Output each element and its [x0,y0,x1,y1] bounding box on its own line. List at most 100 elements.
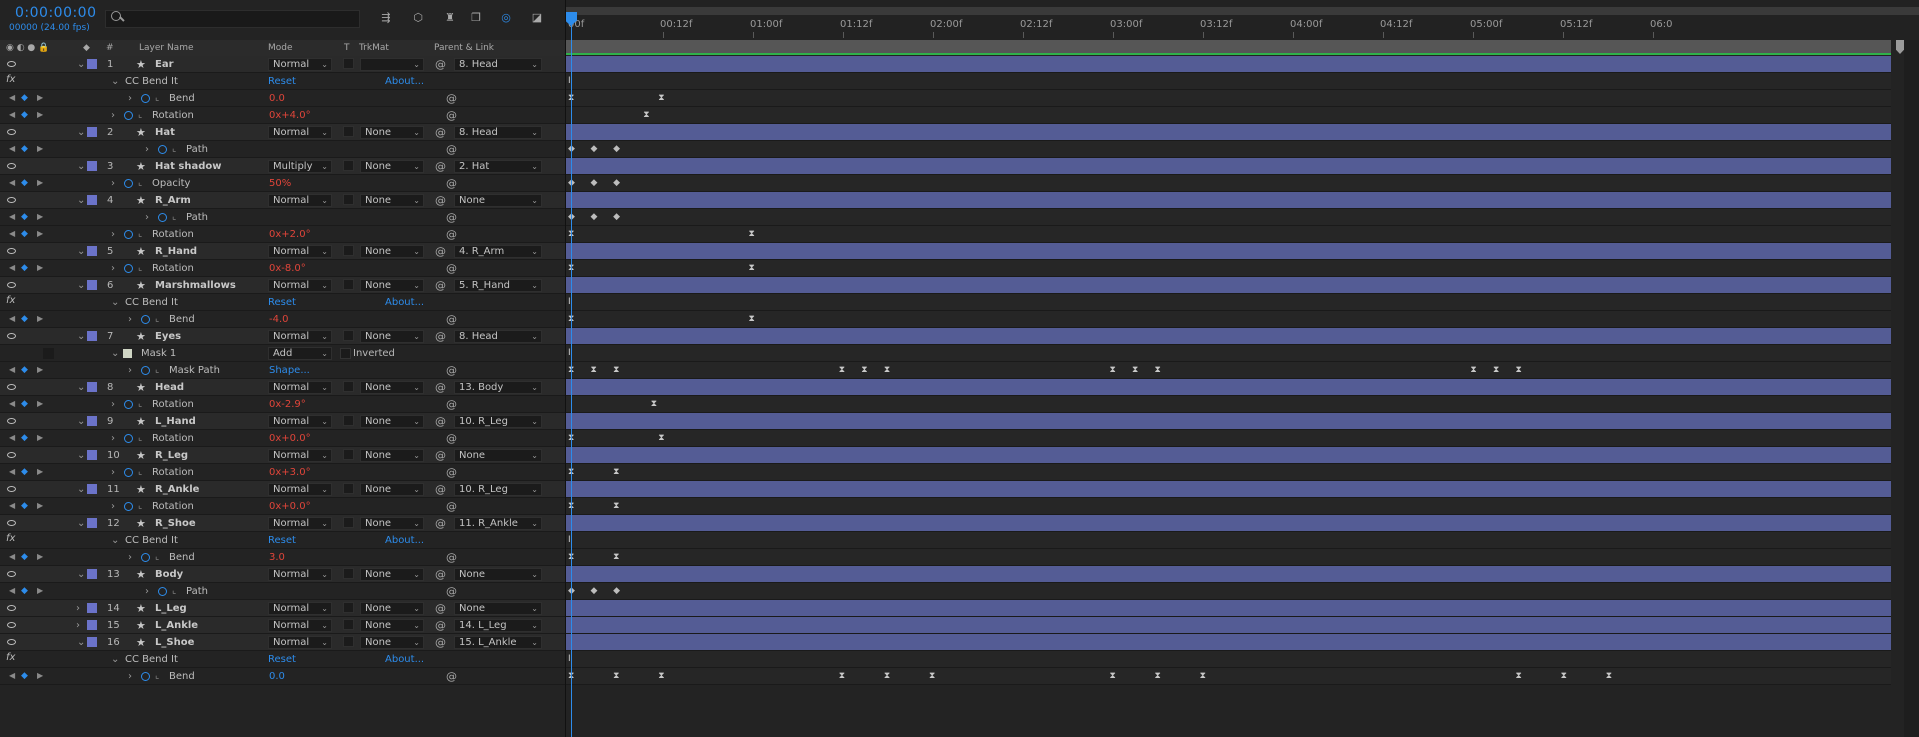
work-area-bar[interactable] [566,40,1891,53]
parent-pickwhip-icon[interactable]: @ [435,245,446,258]
layer-duration-bar[interactable] [566,566,1891,583]
stopwatch-icon[interactable] [141,553,150,562]
parent-dropdown[interactable]: None ⌄ [454,449,542,462]
layer-row[interactable]: ⌄ 6 ★ Marshmallows Normal ⌄ None ⌄ @5. R_Hand ⌄ [0,277,565,294]
trkmat-header[interactable]: TrkMat [359,43,389,53]
property-row[interactable]: ◀ ◆ ▶ › ⌞ Rotation 0x-2.9° @ [0,396,565,413]
property-value[interactable]: 0x+0.0° [269,501,311,512]
hold-keyframe-icon[interactable]: ⧗ [1492,365,1500,375]
hold-keyframe-icon[interactable]: ⧗ [658,93,665,103]
graph-toggle-icon[interactable]: ⌞ [138,399,143,409]
graph-toggle-icon[interactable]: ⌞ [172,212,177,222]
graph-toggle-icon[interactable]: ⌞ [155,671,160,681]
property-value[interactable]: 0x+2.0° [269,229,311,240]
visibility-eye-icon[interactable] [7,418,16,424]
stopwatch-icon[interactable] [124,502,133,511]
property-value[interactable]: 0x+0.0° [269,433,311,444]
effect-reset-link[interactable]: Reset [268,76,296,87]
visibility-eye-icon[interactable] [7,282,16,288]
effect-reset-link[interactable]: Reset [268,535,296,546]
add-keyframe-icon[interactable]: ◆ [21,365,28,375]
add-keyframe-icon[interactable]: ◆ [21,552,28,562]
hold-keyframe-icon[interactable]: ⧗ [613,671,620,681]
visibility-eye-icon[interactable] [7,605,16,611]
layer-name[interactable]: L_Hand [155,416,196,427]
layer-duration-bar[interactable] [566,481,1891,498]
next-keyframe-icon[interactable]: ▶ [37,229,44,238]
parent-dropdown[interactable]: 8. Head ⌄ [454,58,542,71]
add-keyframe-icon[interactable]: ◆ [21,212,28,222]
next-keyframe-icon[interactable]: ▶ [37,144,44,153]
property-value[interactable]: 0.0 [269,93,285,104]
expand-chevron-icon[interactable]: ⌄ [111,297,120,308]
mode-dropdown[interactable]: Normal ⌄ [268,245,332,258]
effect-about-link[interactable]: About... [385,654,425,665]
property-row[interactable]: ◀ ◆ ▶ › ⌞ Path @ [0,141,565,158]
stopwatch-icon[interactable] [124,264,133,273]
hold-keyframe-icon[interactable]: ⧗ [613,467,620,477]
layer-duration-bar[interactable] [566,515,1891,532]
mode-dropdown[interactable]: Normal ⌄ [268,517,332,530]
trkmat-dropdown[interactable]: None ⌄ [360,619,424,632]
prev-keyframe-icon[interactable]: ◀ [9,212,16,221]
layer-duration-bar[interactable] [566,379,1891,396]
expression-pickwhip-icon[interactable]: @ [446,585,457,598]
expression-pickwhip-icon[interactable]: @ [446,432,457,445]
expand-chevron-icon[interactable]: ⌄ [77,416,86,427]
track-matte-box[interactable] [343,483,354,494]
track-matte-box[interactable] [343,126,354,137]
property-row[interactable]: fx ⌄ CC Bend It Reset About... [0,532,565,549]
hold-keyframe-icon[interactable]: ⧗ [1515,365,1522,375]
property-row[interactable]: ◀ ◆ ▶ › ⌞ Bend 0.0 @ [0,668,565,685]
shy-layers-icon[interactable]: ♜ [445,11,455,24]
trkmat-dropdown[interactable]: None ⌄ [360,160,424,173]
stopwatch-icon[interactable] [158,213,167,222]
mode-dropdown[interactable]: Normal ⌄ [268,483,332,496]
expand-chevron-icon[interactable]: › [111,178,115,189]
trkmat-dropdown[interactable]: None ⌄ [360,517,424,530]
add-keyframe-icon[interactable]: ◆ [21,144,28,154]
time-navigator-bar[interactable] [566,7,1919,15]
expression-pickwhip-icon[interactable]: @ [446,466,457,479]
add-keyframe-icon[interactable]: ◆ [21,586,28,596]
hold-keyframe-icon[interactable]: ⧗ [748,229,755,239]
graph-toggle-icon[interactable]: ⌞ [138,110,143,120]
keyframe-diamond-icon[interactable]: ◆ [613,178,621,188]
mode-dropdown[interactable]: Normal ⌄ [268,636,332,649]
parent-pickwhip-icon[interactable]: @ [435,58,446,71]
layer-name[interactable]: Body [155,569,184,580]
label-color-swatch[interactable] [87,382,97,392]
hold-keyframe-icon[interactable]: ⧗ [1605,671,1613,681]
expand-chevron-icon[interactable]: ⌄ [77,331,86,342]
expression-pickwhip-icon[interactable]: @ [446,551,457,564]
hold-keyframe-icon[interactable]: ⧗ [1470,365,1477,375]
layer-row[interactable]: ⌄ 4 ★ R_Arm Normal ⌄ None ⌄ @ None ⌄ [0,192,565,209]
expand-chevron-icon[interactable]: ⌄ [77,280,86,291]
parent-dropdown[interactable]: 10. R_Leg ⌄ [454,483,542,496]
prev-keyframe-icon[interactable]: ◀ [9,365,16,374]
expand-chevron-icon[interactable]: › [111,399,115,410]
layer-row[interactable]: ⌄ 13 ★ Body Normal ⌄ None ⌄ @ None ⌄ [0,566,565,583]
effect-keyframe-marker-icon[interactable]: I [568,348,571,358]
prev-keyframe-icon[interactable]: ◀ [9,399,16,408]
visibility-eye-icon[interactable] [7,248,16,254]
expand-chevron-icon[interactable]: ⌄ [77,569,86,580]
hold-keyframe-icon[interactable]: ⧗ [1154,671,1161,681]
trkmat-dropdown[interactable]: None ⌄ [360,279,424,292]
expression-pickwhip-icon[interactable]: @ [446,313,457,326]
expand-chevron-icon[interactable]: ⌄ [77,518,86,529]
property-row[interactable]: ◀ ◆ ▶ › ⌞ Rotation 0x+2.0° @ [0,226,565,243]
trkmat-dropdown[interactable]: None ⌄ [360,483,424,496]
playhead-handle[interactable] [566,12,577,26]
mode-dropdown[interactable]: Normal ⌄ [268,415,332,428]
layer-name[interactable]: L_Shoe [155,637,195,648]
visibility-eye-icon[interactable] [7,197,16,203]
add-keyframe-icon[interactable]: ◆ [21,433,28,443]
next-keyframe-icon[interactable]: ▶ [37,467,44,476]
graph-toggle-icon[interactable]: ⌞ [155,552,160,562]
effect-about-link[interactable]: About... [385,297,425,308]
label-color-swatch[interactable] [87,484,97,494]
next-keyframe-icon[interactable]: ▶ [37,501,44,510]
keyframe-diamond-icon[interactable]: ◆ [590,144,598,154]
stopwatch-icon[interactable] [124,468,133,477]
